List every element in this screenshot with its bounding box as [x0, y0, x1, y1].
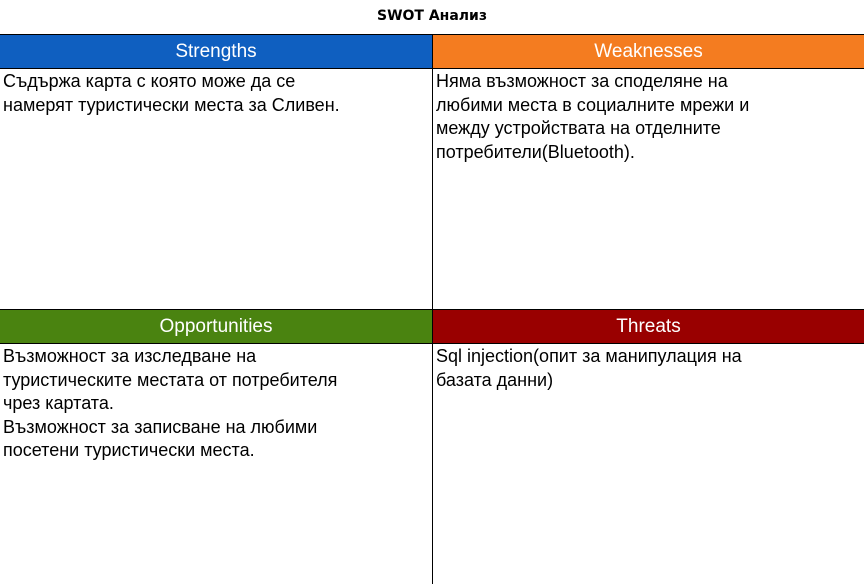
strengths-header: Strengths — [0, 35, 432, 69]
opportunities-header: Opportunities — [0, 310, 432, 344]
opportunities-content: Възможност за изследване на туристически… — [0, 344, 432, 583]
weaknesses-header: Weaknesses — [433, 35, 864, 69]
weaknesses-content: Няма възможност за споделяне на любими м… — [433, 69, 864, 309]
horizontal-divider — [0, 309, 864, 310]
threats-content: Sql injection(опит за манипулация на баз… — [433, 344, 864, 583]
swot-title: SWOT Анализ — [0, 0, 864, 35]
strengths-content: Съдържа карта с която може да се намерят… — [0, 69, 432, 309]
threats-header: Threats — [433, 310, 864, 344]
